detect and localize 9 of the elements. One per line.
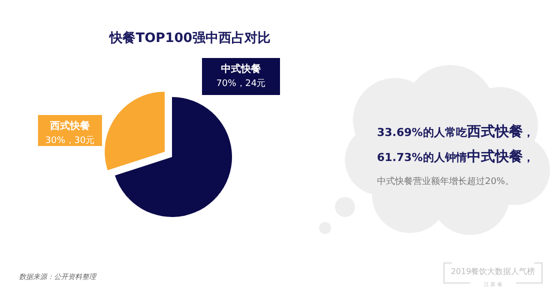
data-label: 70%，24元 xyxy=(216,78,266,89)
chart-title: 快餐TOP100强中西占对比 xyxy=(108,31,270,46)
data-label: 30%，30元 xyxy=(45,135,95,146)
text: 61.73%的人钟情中式快餐， xyxy=(377,149,534,165)
text: 中式快餐营业额年增长超过20%。 xyxy=(377,176,514,187)
text: 2019餐饮大数据人气榜 xyxy=(450,267,536,276)
slice-label: 中式快餐 xyxy=(221,63,261,75)
slice-label: 西式快餐 xyxy=(49,120,90,132)
text: 33.69%的人常吃西式快餐， xyxy=(377,124,534,140)
